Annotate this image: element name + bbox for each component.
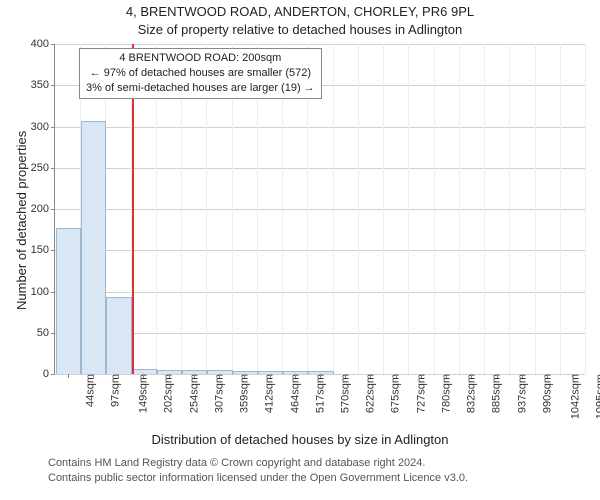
xtick-label: 517sqm [310,374,326,413]
xtick-mark [421,374,422,378]
gridline-v [358,44,359,374]
xtick-label: 675sqm [386,374,402,413]
footer-attribution: Contains HM Land Registry data © Crown c… [48,456,468,486]
xtick-label: 412sqm [260,374,276,413]
annotation-line-2: ← 97% of detached houses are smaller (57… [86,66,315,81]
page-subtitle: Size of property relative to detached ho… [0,22,600,37]
footer-line-2: Contains public sector information licen… [48,471,468,486]
xtick-mark [270,374,271,378]
xtick-label: 44sqm [80,374,96,407]
xtick-label: 780sqm [437,374,453,413]
xtick-label: 727sqm [411,374,427,413]
gridline-v [408,44,409,374]
histogram-bar [106,297,131,374]
gridline-h [55,168,585,169]
xtick-mark [396,374,397,378]
xtick-mark [93,374,94,378]
gridline-v [509,44,510,374]
ytick-label: 0 [43,368,55,380]
ytick-label: 400 [31,38,55,50]
gridline-v [383,44,384,374]
gridline-h [55,292,585,293]
xtick-label: 254sqm [184,374,200,413]
xtick-mark [320,374,321,378]
xtick-label: 990sqm [537,374,553,413]
xtick-mark [219,374,220,378]
gridline-h [55,333,585,334]
gridline-v [484,44,485,374]
xtick-mark [143,374,144,378]
xtick-label: 359sqm [235,374,251,413]
xtick-mark [471,374,472,378]
gridline-v [535,44,536,374]
xtick-mark [68,374,69,378]
annotation-line-1: 4 BRENTWOOD ROAD: 200sqm [86,51,315,66]
gridline-v [434,44,435,374]
xtick-mark [194,374,195,378]
gridline-v [333,44,334,374]
xtick-label: 307sqm [209,374,225,413]
ytick-label: 50 [37,327,55,339]
xtick-mark [118,374,119,378]
xtick-mark [169,374,170,378]
xtick-label: 97sqm [105,374,121,407]
ytick-label: 250 [31,162,55,174]
xtick-label: 832sqm [462,374,478,413]
xtick-mark [572,374,573,378]
histogram-bar [81,121,106,374]
ytick-label: 150 [31,244,55,256]
xtick-label: 937sqm [512,374,528,413]
xtick-label: 464sqm [285,374,301,413]
gridline-v [560,44,561,374]
y-axis-label: Number of detached properties [14,131,29,310]
ytick-label: 350 [31,79,55,91]
xtick-mark [446,374,447,378]
gridline-h [55,127,585,128]
xtick-label: 622sqm [361,374,377,413]
xtick-mark [370,374,371,378]
chart-page: 4, BRENTWOOD ROAD, ANDERTON, CHORLEY, PR… [0,0,600,500]
annotation-box: 4 BRENTWOOD ROAD: 200sqm← 97% of detache… [79,48,322,99]
xtick-label: 202sqm [159,374,175,413]
annotation-line-3: 3% of semi-detached houses are larger (1… [86,81,315,96]
xtick-label: 885sqm [487,374,503,413]
gridline-h [55,44,585,45]
ytick-label: 300 [31,121,55,133]
xtick-mark [497,374,498,378]
xtick-mark [345,374,346,378]
page-title: 4, BRENTWOOD ROAD, ANDERTON, CHORLEY, PR… [0,4,600,19]
xtick-label: 149sqm [134,374,150,413]
plot-area: 05010015020025030035040044sqm97sqm149sqm… [54,44,585,375]
xtick-mark [295,374,296,378]
gridline-v [459,44,460,374]
gridline-h [55,209,585,210]
xtick-mark [244,374,245,378]
ytick-label: 100 [31,286,55,298]
xtick-label: 1095sqm [591,374,600,419]
xtick-label: 570sqm [336,374,352,413]
footer-line-1: Contains HM Land Registry data © Crown c… [48,456,468,471]
gridline-h [55,250,585,251]
xtick-label: 1042sqm [566,374,582,419]
gridline-v [585,44,586,374]
xtick-mark [522,374,523,378]
histogram-bar [56,228,81,374]
xtick-mark [547,374,548,378]
ytick-label: 200 [31,203,55,215]
x-axis-label: Distribution of detached houses by size … [0,432,600,447]
